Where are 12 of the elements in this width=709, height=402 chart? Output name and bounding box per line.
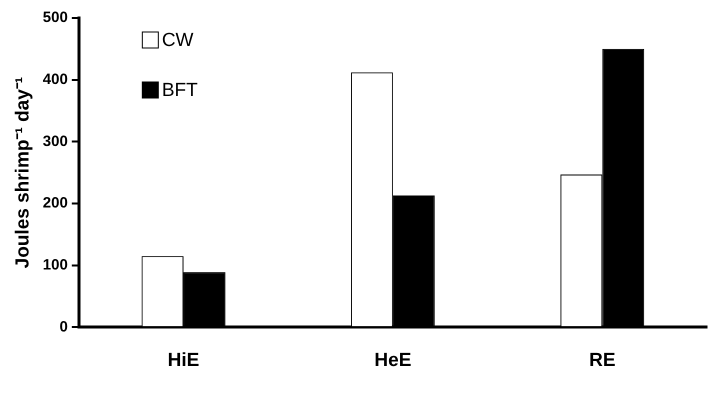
x-tick-label: HeE bbox=[374, 350, 412, 371]
y-tick-label: 0 bbox=[59, 318, 68, 336]
y-tick-label: 400 bbox=[42, 70, 68, 88]
x-tick-label: RE bbox=[589, 350, 616, 371]
legend-label: CW bbox=[162, 30, 194, 52]
y-tick-label: 300 bbox=[42, 132, 68, 150]
y-tick-label: 500 bbox=[42, 9, 68, 26]
legend-label: BFT bbox=[162, 80, 198, 102]
y-tick-label: 100 bbox=[42, 256, 68, 274]
y-tick-label: 200 bbox=[42, 194, 68, 212]
y-axis-title: Joules shrimp⁻¹ day⁻¹ bbox=[12, 76, 34, 268]
x-tick-label: HiE bbox=[168, 350, 200, 371]
